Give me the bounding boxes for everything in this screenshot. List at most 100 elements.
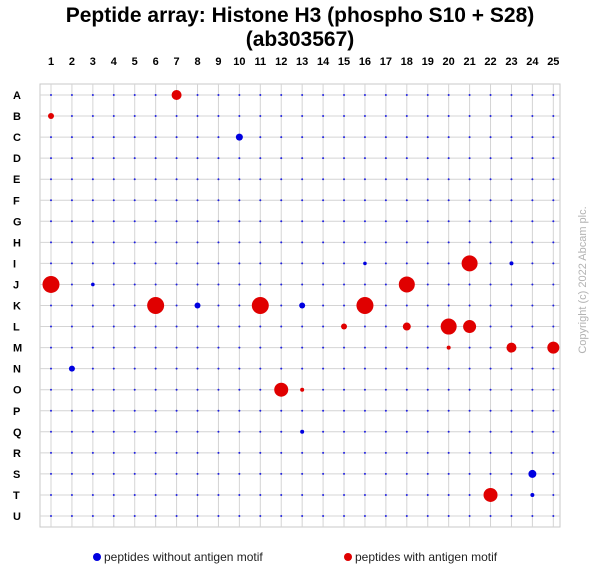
background-spot bbox=[217, 367, 220, 370]
background-spot bbox=[489, 367, 492, 370]
column-label: 7 bbox=[174, 56, 180, 68]
background-spot bbox=[70, 472, 73, 475]
background-spot bbox=[133, 451, 136, 454]
background-spot bbox=[196, 346, 199, 349]
background-spot bbox=[238, 241, 241, 244]
background-spot bbox=[552, 136, 555, 139]
background-spot bbox=[468, 220, 471, 223]
background-spot bbox=[489, 346, 492, 349]
column-label: 22 bbox=[484, 56, 496, 68]
row-label: A bbox=[13, 90, 21, 102]
background-spot bbox=[50, 94, 52, 96]
background-spot bbox=[426, 515, 429, 517]
background-spot bbox=[196, 136, 199, 139]
background-spot bbox=[154, 388, 157, 391]
background-spot bbox=[510, 136, 513, 139]
background-spot bbox=[112, 515, 115, 517]
background-spot bbox=[552, 451, 555, 454]
background-spot bbox=[70, 136, 73, 139]
background-spot bbox=[112, 451, 115, 454]
background-spot bbox=[447, 115, 450, 118]
background-spot bbox=[154, 262, 157, 265]
row-label: D bbox=[13, 153, 21, 165]
background-spot bbox=[447, 430, 450, 433]
chart-title: Peptide array: Histone H3 (phospho S10 +… bbox=[65, 4, 535, 51]
background-spot bbox=[363, 220, 366, 223]
background-spot bbox=[384, 283, 387, 286]
background-spot bbox=[70, 346, 73, 349]
background-spot bbox=[50, 178, 52, 181]
background-spot bbox=[426, 178, 429, 181]
row-label: Q bbox=[13, 427, 22, 439]
background-spot bbox=[468, 367, 471, 370]
background-spot bbox=[175, 199, 178, 202]
background-spot bbox=[133, 157, 136, 160]
background-spot bbox=[405, 430, 408, 433]
background-spot bbox=[70, 409, 73, 412]
background-spot bbox=[426, 325, 429, 328]
background-spot bbox=[468, 388, 471, 391]
background-spot bbox=[217, 515, 220, 517]
background-spot bbox=[154, 493, 157, 496]
background-spot bbox=[468, 115, 471, 118]
background-spot bbox=[447, 157, 450, 160]
background-spot bbox=[154, 241, 157, 244]
background-spot bbox=[426, 241, 429, 244]
background-spot bbox=[343, 220, 346, 223]
background-spot bbox=[238, 157, 241, 160]
background-spot bbox=[426, 136, 429, 139]
background-spot bbox=[133, 178, 136, 181]
background-spot bbox=[468, 430, 471, 433]
background-spot bbox=[259, 262, 262, 265]
background-spot bbox=[552, 157, 555, 160]
column-label: 24 bbox=[526, 56, 539, 68]
background-spot bbox=[217, 493, 220, 496]
column-label: 5 bbox=[132, 56, 138, 68]
background-spot bbox=[133, 262, 136, 265]
background-spot bbox=[552, 472, 555, 475]
spot-M23 bbox=[506, 342, 517, 353]
background-spot bbox=[50, 493, 52, 496]
background-spot bbox=[91, 157, 94, 160]
background-spot bbox=[405, 451, 408, 454]
background-spot bbox=[510, 178, 513, 181]
background-spot bbox=[552, 178, 555, 181]
background-spot bbox=[154, 136, 157, 139]
background-spot bbox=[531, 346, 534, 349]
background-spot bbox=[238, 493, 241, 496]
background-spot bbox=[280, 304, 283, 307]
spot-L18 bbox=[402, 322, 411, 331]
column-label: 8 bbox=[194, 56, 200, 68]
background-spot bbox=[301, 136, 304, 139]
background-spot bbox=[50, 262, 52, 265]
background-spot bbox=[322, 388, 325, 391]
background-spot bbox=[531, 136, 534, 139]
background-spot bbox=[301, 283, 304, 286]
background-spot bbox=[343, 409, 346, 412]
background-spot bbox=[405, 115, 408, 118]
legend-label-without-motif: peptides without antigen motif bbox=[104, 550, 263, 564]
background-spot bbox=[154, 220, 157, 223]
background-spot bbox=[175, 220, 178, 223]
spot-K6 bbox=[147, 297, 165, 314]
background-spot bbox=[50, 515, 52, 517]
background-spot bbox=[426, 199, 429, 202]
background-spot bbox=[468, 199, 471, 202]
background-spot bbox=[405, 493, 408, 496]
background-spot bbox=[280, 346, 283, 349]
background-spot bbox=[238, 367, 241, 370]
background-spot bbox=[322, 451, 325, 454]
background-spot bbox=[531, 241, 534, 244]
background-spot bbox=[343, 115, 346, 118]
background-spot bbox=[50, 304, 52, 307]
background-spot bbox=[154, 94, 157, 96]
background-spot bbox=[91, 241, 94, 244]
background-spot bbox=[552, 325, 555, 328]
background-spot bbox=[343, 199, 346, 202]
background-spot bbox=[217, 262, 220, 265]
background-spot bbox=[50, 388, 52, 391]
background-spot bbox=[343, 515, 346, 517]
legend-item-with-motif: peptides with antigen motif bbox=[344, 550, 497, 564]
background-spot bbox=[91, 472, 94, 475]
background-spot bbox=[531, 283, 534, 286]
